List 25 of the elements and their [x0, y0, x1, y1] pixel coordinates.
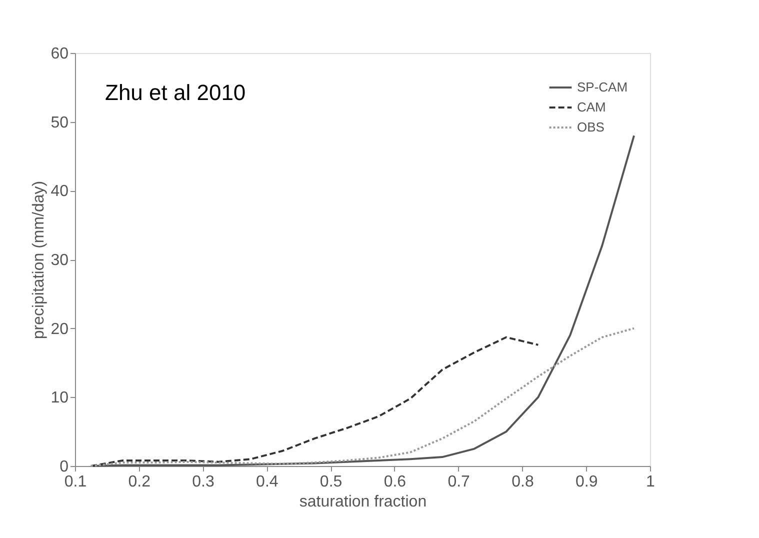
- x-tick-label: 0.3: [192, 474, 214, 490]
- x-tick-label: 0.5: [320, 474, 342, 490]
- x-tick-label: 0.1: [64, 474, 87, 490]
- y-tick-label: 60: [50, 46, 69, 62]
- line-series: [90, 336, 540, 467]
- y-tick-label: 40: [50, 183, 69, 200]
- x-tick-label: 0.9: [575, 474, 598, 490]
- legend-label: SP-CAM: [577, 80, 628, 94]
- y-axis-title: precipitation (mm/day): [30, 180, 48, 340]
- y-tick-label: 30: [50, 252, 69, 269]
- y-tick-label: 20: [50, 320, 69, 338]
- x-tick-label: 1: [646, 474, 656, 490]
- y-tick-label: 50: [50, 114, 69, 132]
- legend-label: CAM: [577, 100, 606, 114]
- y-tick-label: 0: [60, 458, 69, 476]
- x-tick-label: 0.8: [512, 474, 534, 490]
- annotation: Zhu et al 2010: [105, 80, 246, 105]
- x-tick-label: 0.6: [384, 474, 406, 490]
- line-series: [90, 327, 636, 467]
- x-tick-label: 0.7: [448, 474, 470, 490]
- x-axis-title: saturation fraction: [299, 494, 427, 510]
- legend-label: OBS: [577, 120, 605, 134]
- y-tick-label: 10: [50, 390, 69, 407]
- x-tick-label: 0.4: [256, 474, 278, 490]
- x-tick-label: 0.2: [128, 474, 151, 490]
